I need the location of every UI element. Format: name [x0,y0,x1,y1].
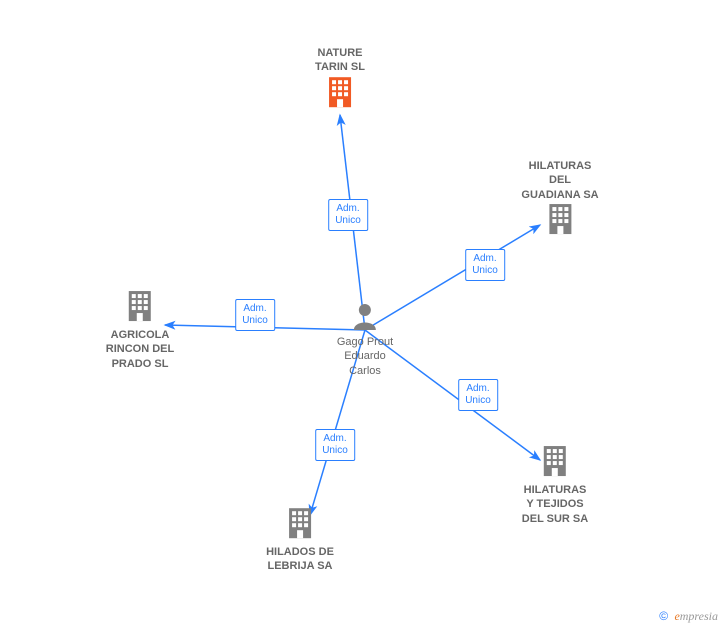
company-node-hilaturas-guadiana: HILATURAS DEL GUADIANA SA [521,159,598,241]
company-label: HILATURAS DEL GUADIANA SA [521,159,598,202]
center-person-node: Gago Prout Eduardo Carlos [337,302,393,378]
watermark: © empresia [659,609,718,624]
copyright-symbol: © [659,609,668,623]
building-icon [325,75,355,114]
edge-label: Adm. Unico [465,249,505,281]
company-label: HILATURAS Y TEJIDOS DEL SUR SA [522,483,588,526]
company-node-agricola-rincon: AGRICOLA RINCON DEL PRADO SL [106,289,174,371]
edge-label: Adm. Unico [328,199,368,231]
company-label: NATURE TARIN SL [315,46,365,75]
company-label: HILADOS DE LEBRIJA SA [266,545,334,574]
company-label: AGRICOLA RINCON DEL PRADO SL [106,328,174,371]
edge-label: Adm. Unico [315,429,355,461]
person-icon [352,302,378,335]
company-node-hilados-lebrija: HILADOS DE LEBRIJA SA [266,506,334,574]
company-node-hilaturas-tejidos-sur: HILATURAS Y TEJIDOS DEL SUR SA [522,444,588,526]
edge-label: Adm. Unico [235,299,275,331]
building-icon [540,444,570,483]
building-icon [125,289,155,328]
company-node-nature-tarin: NATURE TARIN SL [315,46,365,114]
diagram-canvas: Gago Prout Eduardo Carlos NATURE TARIN S… [0,0,728,630]
center-person-label: Gago Prout Eduardo Carlos [337,335,393,378]
building-icon [545,202,575,241]
brand-rest: mpresia [680,609,718,623]
building-icon [285,506,315,545]
edge-label: Adm. Unico [458,379,498,411]
